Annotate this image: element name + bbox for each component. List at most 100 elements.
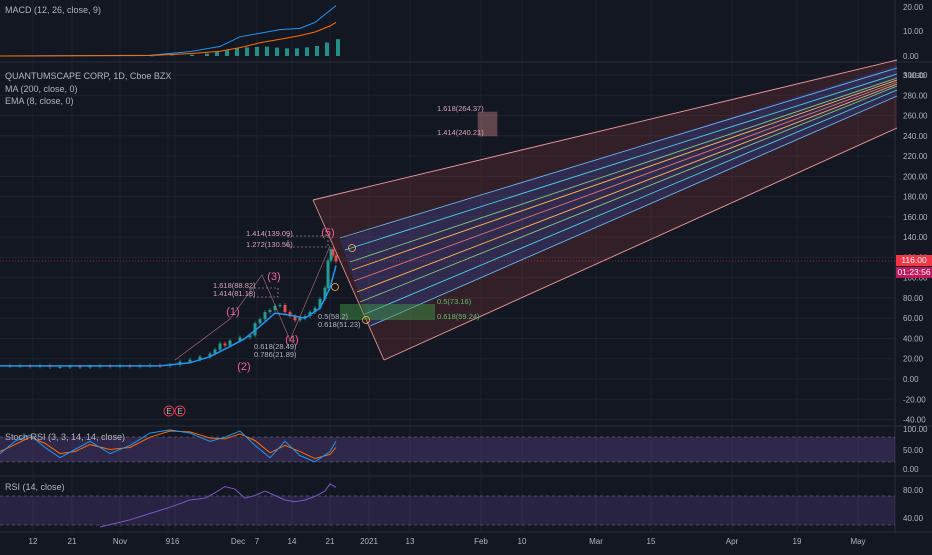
candle-body <box>238 337 242 341</box>
candle-body <box>213 349 217 354</box>
fib-retracement-box <box>340 304 435 320</box>
rsi-tick-label: 40.00 <box>903 514 924 523</box>
y-tick-label: -20.00 <box>903 395 926 404</box>
stoch-k-line <box>0 429 337 463</box>
macd-histogram-bar <box>275 47 279 56</box>
y-tick-label: 220.00 <box>903 152 928 161</box>
y-tick-label: 240.00 <box>903 132 928 141</box>
fib-level-label: 0.618(28.49) <box>254 342 297 351</box>
rsi-line <box>99 483 337 528</box>
x-tick-label: 16 <box>171 537 180 546</box>
channel-line <box>353 81 898 282</box>
channel-line <box>383 127 898 361</box>
macd-tick-label: 0.00 <box>903 52 919 61</box>
price-axis: 300.00 280.00 260.00 240.00 220.00 200.00 180.… <box>903 3 928 523</box>
wave-path <box>174 245 331 361</box>
x-tick-label: 14 <box>288 537 297 546</box>
fib-extension-box <box>249 287 279 298</box>
macd-histogram-bar <box>190 54 194 56</box>
wave-label: (3) <box>267 271 280 283</box>
fib-levels: 1.618(264.37) 1.414(240.21) 1.414(139.09) 1… <box>213 104 498 359</box>
candle-body <box>283 305 287 313</box>
wave-marker <box>348 244 356 252</box>
y-tick-label: -40.00 <box>903 416 926 425</box>
x-tick-label: Feb <box>474 537 488 546</box>
candle-body <box>218 343 222 350</box>
fib-level-label: 1.618(264.37) <box>437 104 484 113</box>
candle-body <box>248 335 252 338</box>
macd-histogram-bar <box>265 46 269 56</box>
candle-body <box>329 249 333 261</box>
candle-body <box>278 305 282 307</box>
x-tick-label: 7 <box>255 537 260 546</box>
candle-body <box>313 308 317 313</box>
fib-level-label: 1.414(139.09) <box>246 229 293 238</box>
price-series <box>0 245 338 369</box>
x-tick-label: Mar <box>589 537 603 546</box>
fib-level-label: 0.618(59.24) <box>437 312 480 321</box>
wave-label: (5) <box>321 227 334 239</box>
y-tick-label: 180.00 <box>903 193 928 202</box>
rsi-band <box>0 496 895 525</box>
ema-indicator-label: EMA (8, close, 0) <box>5 96 74 106</box>
stoch-band <box>0 437 895 462</box>
candle-body <box>68 366 72 368</box>
channel-line <box>312 59 898 201</box>
channel-fill <box>313 60 897 360</box>
stoch-rsi-pane <box>0 429 895 463</box>
candle-body <box>273 306 277 311</box>
fib-level-label: 0.618(51.23) <box>318 320 361 329</box>
candle-body <box>298 318 302 321</box>
wave-label: (1) <box>226 306 239 318</box>
macd-histogram-bar <box>336 39 340 56</box>
macd-label: MACD (12, 26, close, 9) <box>5 5 102 15</box>
wave-marker <box>331 283 339 291</box>
channel-line <box>359 85 898 303</box>
fib-level-label: 1.414(240.21) <box>437 128 484 137</box>
countdown-badge: 01:23:56 <box>896 267 932 278</box>
x-tick-label: 21 <box>68 537 77 546</box>
ema-line <box>0 265 337 367</box>
channel-line <box>339 67 898 239</box>
x-tick-label: Nov <box>113 537 127 546</box>
stoch-tick-label: 100.00 <box>903 425 928 434</box>
stoch-tick-label: 0.00 <box>903 465 919 474</box>
macd-tick-label: 10.00 <box>903 27 924 36</box>
candle-body <box>258 319 262 324</box>
candle-body <box>58 366 62 368</box>
y-tick-label: 300.00 <box>903 71 928 80</box>
x-tick-label: 21 <box>326 537 335 546</box>
x-tick-label: 13 <box>406 537 415 546</box>
rsi-tick-label: 80.00 <box>903 486 924 495</box>
wave-marker <box>362 316 370 324</box>
macd-histogram-bar <box>325 42 329 56</box>
chart-title: QUANTUMSCAPE CORP, 1D, Cboe BZX <box>5 71 172 81</box>
candle-body <box>268 310 272 313</box>
candle-body <box>188 359 192 362</box>
candle-body <box>223 343 227 346</box>
macd-histogram-bar <box>235 48 239 56</box>
stoch-rsi-label: Stoch RSI (3, 3, 14, 14, close) <box>5 432 126 442</box>
fib-level-label: 0.786(21.89) <box>254 350 297 359</box>
macd-line <box>0 5 337 57</box>
x-tick-label: 19 <box>793 537 802 546</box>
earnings-marker-circle <box>163 405 175 417</box>
candle-body <box>334 255 338 262</box>
macd-histogram-bar <box>170 55 174 57</box>
candle-body <box>228 340 232 346</box>
channel-line <box>351 79 898 271</box>
fib-level-label: 1.618(88.82) <box>213 281 256 290</box>
stoch-tick-label: 50.00 <box>903 446 924 455</box>
y-tick-label: 140.00 <box>903 233 928 242</box>
y-tick-label: 260.00 <box>903 112 928 121</box>
elliott-waves: (1) (2) (3) (4) (5) E E <box>163 227 370 417</box>
macd-histogram-bar <box>150 55 154 57</box>
currency-label: 3 USD <box>903 71 926 80</box>
macd-histogram-bar <box>225 50 229 56</box>
channel-line <box>349 77 898 263</box>
x-tick-label: 15 <box>647 537 656 546</box>
y-tick-label: 20.00 <box>903 355 924 364</box>
candle-body <box>326 260 330 288</box>
